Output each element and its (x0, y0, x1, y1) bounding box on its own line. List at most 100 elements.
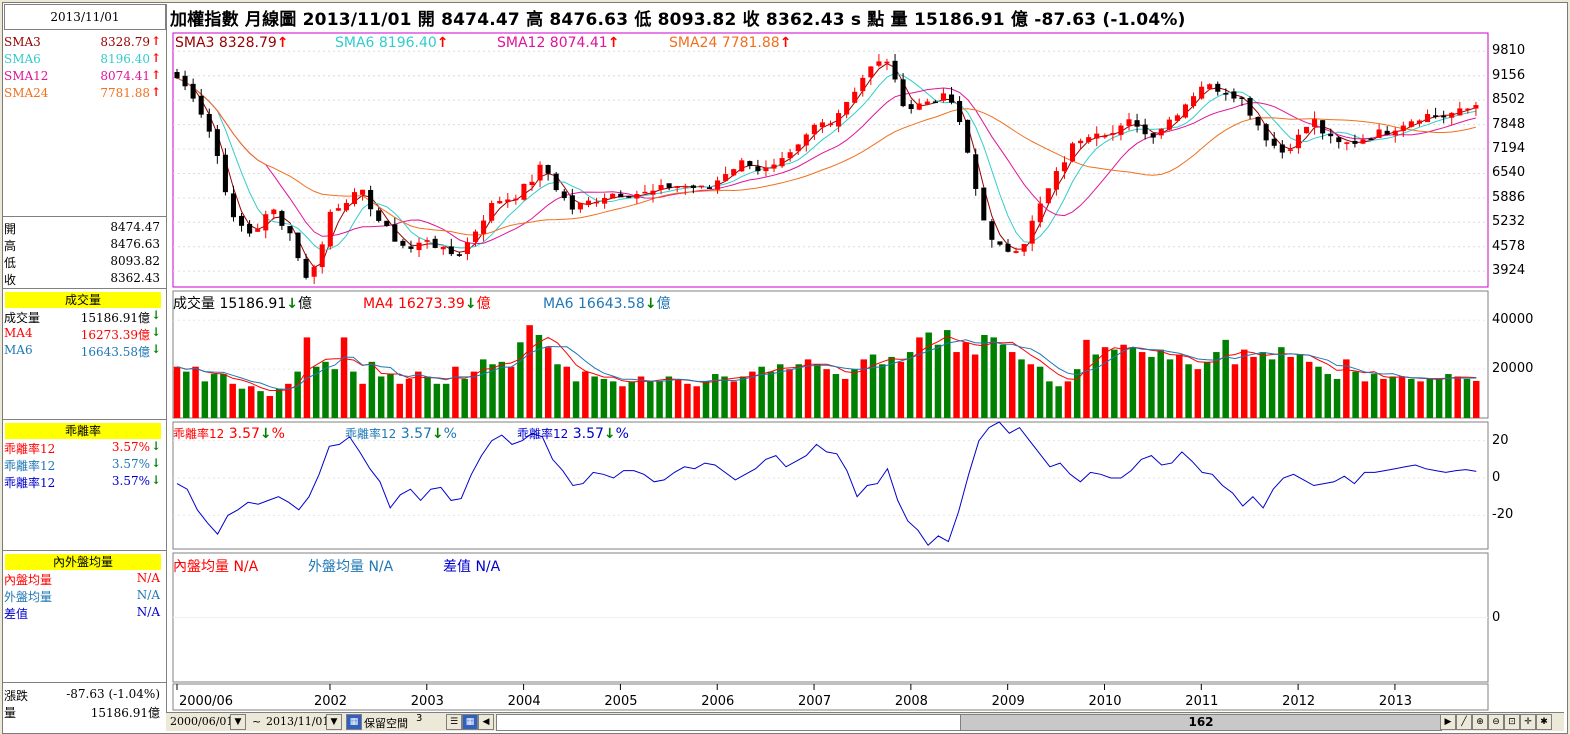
zoom-in-icon[interactable]: ⊕ (1472, 714, 1488, 730)
candle-body (489, 203, 495, 221)
bias-line (176, 421, 1477, 547)
volume-bar (1473, 380, 1480, 418)
io-y-tick: 0 (1492, 610, 1501, 625)
tools-icon[interactable]: ✱ (1536, 714, 1552, 730)
volume-bar (173, 366, 181, 418)
end-date[interactable]: 2013/11/01 (266, 715, 330, 728)
candle-body (1094, 133, 1100, 139)
volume-bar (906, 352, 914, 418)
volume-bar (1305, 361, 1313, 418)
legend-label: SMA6 8196.40 (335, 35, 437, 51)
candle-body (424, 240, 430, 242)
end-date-dropdown-icon[interactable]: ▼ (326, 714, 342, 730)
candle-body (1247, 98, 1253, 116)
candle-body (368, 189, 374, 210)
calendar-icon[interactable]: ▦ (346, 714, 362, 730)
volume-bar (266, 396, 274, 418)
volume-bar (294, 371, 301, 418)
candle-body (1376, 129, 1382, 138)
volume-bar (1426, 378, 1434, 418)
scroll-thumb[interactable]: 162 (960, 714, 1442, 731)
candle-body (239, 215, 245, 226)
zoom-out-icon[interactable]: ⊖ (1488, 714, 1504, 730)
volume-bar (572, 381, 580, 418)
left-row-label: SMA12 (4, 69, 49, 83)
fit-icon[interactable]: ⊡ (1504, 714, 1520, 730)
candle-body (1255, 116, 1261, 126)
legend-label: SMA24 7781.88 (669, 35, 780, 51)
candle-body (553, 173, 559, 191)
volume-bar (637, 376, 645, 418)
left-row-label: 成交量 (4, 311, 41, 325)
volume-bar (312, 366, 320, 418)
left-row-value: 8196.40 (100, 52, 150, 66)
left-row-value: 3.57% (111, 457, 150, 471)
x-axis-frame (172, 683, 1489, 711)
chart-title: 加權指數 月線圖 2013/11/01 開 8474.47 高 8476.63 … (170, 10, 1186, 30)
legend-label: 乖離率12 (173, 427, 225, 441)
volume-bar (1036, 366, 1044, 418)
legend-label: MA6 16643.58 (543, 296, 645, 312)
volume-bar (1380, 378, 1387, 418)
left-row: 乖離率12 ↓ 3.57% (0, 456, 164, 473)
scroll-right-icon[interactable]: ▶ (1440, 714, 1456, 730)
candle-body (876, 61, 882, 66)
volume-bar (1361, 381, 1369, 418)
candle-body (973, 154, 979, 189)
volume-bar (1343, 359, 1350, 418)
arrow-down-icon: ↓ (150, 439, 161, 453)
volume-bar (1120, 344, 1127, 418)
volume-bar (1111, 349, 1118, 418)
candle-body (1053, 171, 1059, 190)
volume-y-tick: 40000 (1492, 312, 1534, 328)
volume-bar (350, 371, 357, 418)
bias-y-tick: 0 (1492, 470, 1501, 486)
candle-body (1134, 120, 1140, 127)
start-date[interactable]: 2000/06/01 (170, 715, 234, 728)
candle-body (803, 134, 809, 146)
volume-bar (1008, 352, 1016, 418)
volume-bar (1018, 359, 1025, 418)
volume-bar (665, 376, 673, 418)
volume-bar (238, 388, 246, 418)
volume-bar (535, 334, 543, 418)
candle-body (400, 240, 406, 246)
candle-body (1465, 108, 1471, 111)
volume-bar (554, 364, 561, 418)
price-y-tick: 5232 (1492, 214, 1526, 230)
candle-body (456, 254, 462, 256)
left-row-label: MA4 (4, 326, 33, 340)
candle-body (287, 226, 293, 234)
candle-body (1457, 108, 1463, 116)
crosshair-icon[interactable]: ✛ (1520, 714, 1536, 730)
grid-icon[interactable]: ☰ (446, 714, 462, 730)
candle-body (836, 113, 842, 127)
candle-body (1045, 188, 1051, 204)
candle-body (771, 164, 777, 169)
volume-bar (1259, 352, 1267, 418)
chart-type-icon[interactable]: ╱ (1456, 714, 1472, 730)
keep-space-value[interactable]: 3 (416, 713, 423, 724)
candle-body (642, 191, 648, 194)
volume-bar (879, 364, 886, 418)
left-row-label: 乖離率12 (4, 476, 56, 490)
start-date-dropdown-icon[interactable]: ▼ (230, 714, 246, 730)
candle-body (384, 220, 390, 227)
volume-bar (405, 378, 413, 418)
legend-item: 內盤均量 N/A (173, 556, 258, 576)
candle-body (1005, 243, 1011, 252)
volume-bar (869, 354, 877, 418)
volume-bar (712, 374, 719, 418)
candle-body (1287, 149, 1293, 151)
settings-icon[interactable]: ▦ (462, 714, 478, 730)
candle-body (981, 187, 987, 221)
legend-label: SMA12 8074.41 (497, 35, 608, 51)
volume-bar (1213, 352, 1220, 418)
scroll-left-icon[interactable]: ◀ (478, 714, 494, 730)
arrow-down-icon: ↓ (150, 473, 161, 487)
volume-bar (693, 386, 700, 418)
arrow-down-icon: ↓ (150, 456, 161, 470)
arrow-down-icon: ↓ (259, 426, 272, 442)
volume-value: 15186.91億 (90, 706, 160, 720)
candle-body (295, 232, 301, 259)
